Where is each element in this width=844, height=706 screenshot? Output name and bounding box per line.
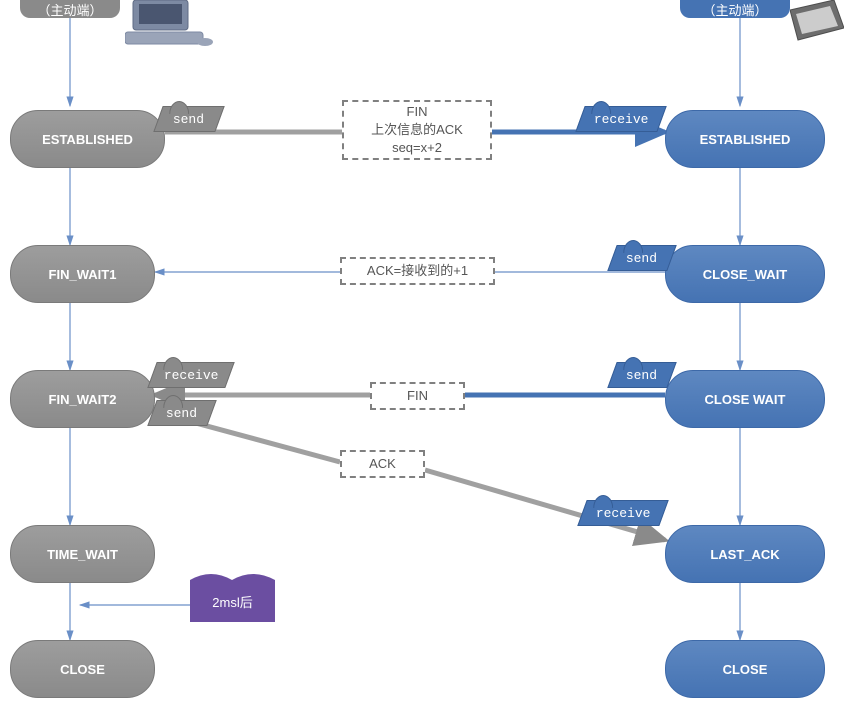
note-2msl-label: 2msl后: [212, 592, 252, 611]
header-right-label: （主动端）: [702, 0, 767, 19]
state-label: TIME_WAIT: [47, 547, 118, 562]
tag-receive-3: receive: [577, 500, 668, 526]
tag-send-1: send: [153, 106, 224, 132]
state-label: CLOSE: [60, 662, 105, 677]
tag-label: send: [626, 368, 657, 383]
tag-label: receive: [596, 506, 651, 521]
computer-right-icon: [790, 0, 844, 50]
header-left-label: （主动端）: [37, 0, 102, 19]
msg-msg-fin-ack-seq: FIN上次信息的ACKseq=x+2: [342, 100, 492, 160]
tag-receive-1: receive: [575, 106, 666, 132]
header-left: （主动端）: [20, 0, 120, 18]
tag-label: send: [173, 112, 204, 127]
msg-line: 上次信息的ACK: [371, 121, 463, 139]
state-fin-wait2: FIN_WAIT2: [10, 370, 155, 428]
state-close-wait-2: CLOSE WAIT: [665, 370, 825, 428]
tag-label: receive: [164, 368, 219, 383]
state-label: CLOSE WAIT: [705, 392, 786, 407]
tag-send-2: send: [607, 245, 676, 271]
header-right: （主动端）: [680, 0, 790, 18]
state-label: ESTABLISHED: [700, 132, 791, 147]
tag-label: send: [626, 251, 657, 266]
state-label: FIN_WAIT1: [49, 267, 117, 282]
state-label: ESTABLISHED: [42, 132, 133, 147]
tag-label: send: [166, 406, 197, 421]
tag-label: receive: [594, 112, 649, 127]
state-label: LAST_ACK: [710, 547, 779, 562]
msg-msg-fin: FIN: [370, 382, 465, 410]
note-2msl: 2msl后: [190, 580, 275, 622]
state-label: FIN_WAIT2: [49, 392, 117, 407]
tag-send-4: send: [147, 400, 216, 426]
state-close-wait-1: CLOSE_WAIT: [665, 245, 825, 303]
msg-line: FIN: [407, 387, 428, 405]
computer-left-icon: [125, 0, 215, 50]
tag-receive-2: receive: [147, 362, 234, 388]
msg-msg-ack: ACK: [340, 450, 425, 478]
state-time-wait: TIME_WAIT: [10, 525, 155, 583]
state-established-left: ESTABLISHED: [10, 110, 165, 168]
msg-line: seq=x+2: [392, 139, 442, 157]
msg-line: FIN: [407, 103, 428, 121]
tag-send-3: send: [607, 362, 676, 388]
state-label: CLOSE_WAIT: [703, 267, 788, 282]
msg-msg-ack-plus1: ACK=接收到的+1: [340, 257, 495, 285]
state-label: CLOSE: [723, 662, 768, 677]
msg-line: ACK: [369, 455, 396, 473]
state-established-right: ESTABLISHED: [665, 110, 825, 168]
state-fin-wait1: FIN_WAIT1: [10, 245, 155, 303]
state-close-right: CLOSE: [665, 640, 825, 698]
state-close-left: CLOSE: [10, 640, 155, 698]
msg-line: ACK=接收到的+1: [367, 262, 468, 280]
tcp-close-diagram: （主动端） （主动端） ESTABLISHED FIN_WAIT1 FIN_WAIT…: [0, 0, 844, 706]
state-last-ack: LAST_ACK: [665, 525, 825, 583]
